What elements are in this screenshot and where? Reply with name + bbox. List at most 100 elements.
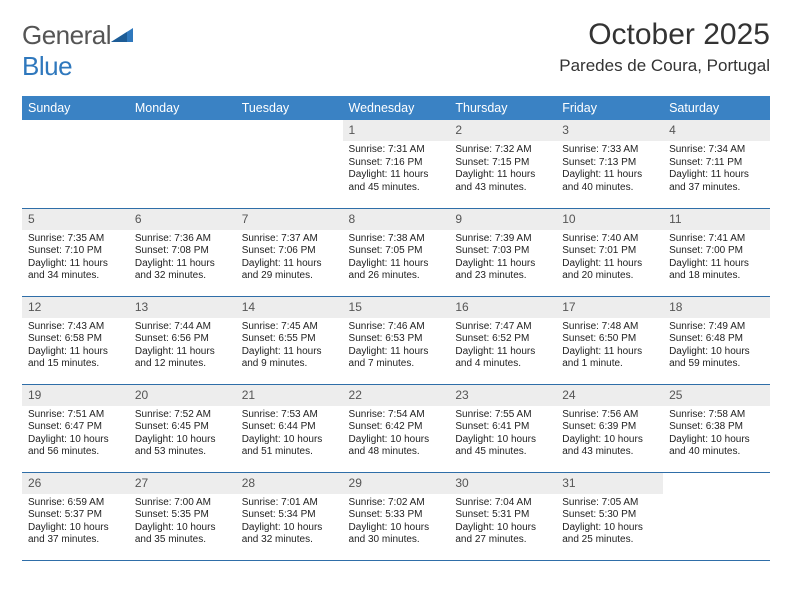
day-details: Sunrise: 7:53 AMSunset: 6:44 PMDaylight:… — [242, 409, 337, 459]
sunrise-text: Sunrise: 7:48 AM — [562, 321, 657, 334]
sunrise-text: Sunrise: 7:47 AM — [455, 321, 550, 334]
daylight-text: Daylight: 10 hours and 53 minutes. — [135, 434, 230, 459]
sunset-text: Sunset: 7:11 PM — [669, 157, 764, 170]
daylight-text: Daylight: 10 hours and 43 minutes. — [562, 434, 657, 459]
daylight-text: Daylight: 11 hours and 7 minutes. — [349, 346, 444, 371]
day-details: Sunrise: 7:41 AMSunset: 7:00 PMDaylight:… — [669, 233, 764, 283]
day-number: 7 — [236, 209, 343, 230]
day-details: Sunrise: 7:56 AMSunset: 6:39 PMDaylight:… — [562, 409, 657, 459]
day-number: 18 — [663, 297, 770, 318]
day-details: Sunrise: 7:36 AMSunset: 7:08 PMDaylight:… — [135, 233, 230, 283]
daylight-text: Daylight: 11 hours and 15 minutes. — [28, 346, 123, 371]
sunrise-text: Sunrise: 7:02 AM — [349, 497, 444, 510]
daylight-text: Daylight: 10 hours and 45 minutes. — [455, 434, 550, 459]
calendar-cell: 31Sunrise: 7:05 AMSunset: 5:30 PMDayligh… — [556, 472, 663, 560]
sunrise-text: Sunrise: 6:59 AM — [28, 497, 123, 510]
day-number: 12 — [22, 297, 129, 318]
day-details: Sunrise: 7:35 AMSunset: 7:10 PMDaylight:… — [28, 233, 123, 283]
calendar-cell: 11 Sunrise: 7:41 AMSunset: 7:00 PMDayligh… — [663, 208, 770, 296]
day-number: 8 — [343, 209, 450, 230]
weekday-header: Saturday — [663, 96, 770, 120]
day-details: Sunrise: 7:02 AMSunset: 5:33 PMDaylight:… — [349, 497, 444, 547]
sunset-text: Sunset: 6:53 PM — [349, 333, 444, 346]
day-number — [129, 120, 236, 126]
sunrise-text: Sunrise: 7:34 AM — [669, 144, 764, 157]
logo-word1: General — [22, 20, 111, 50]
daylight-text: Daylight: 10 hours and 32 minutes. — [242, 522, 337, 547]
calendar-row: 5 Sunrise: 7:35 AMSunset: 7:10 PMDaylight… — [22, 208, 770, 296]
sunrise-text: Sunrise: 7:37 AM — [242, 233, 337, 246]
day-details: Sunrise: 7:04 AMSunset: 5:31 PMDaylight:… — [455, 497, 550, 547]
day-number: 24 — [556, 385, 663, 406]
daylight-text: Daylight: 11 hours and 32 minutes. — [135, 258, 230, 283]
weekday-header: Monday — [129, 96, 236, 120]
calendar-cell: 1Sunrise: 7:31 AMSunset: 7:16 PMDaylight… — [343, 120, 450, 208]
day-number: 3 — [556, 120, 663, 141]
calendar-cell: 2Sunrise: 7:32 AMSunset: 7:15 PMDaylight… — [449, 120, 556, 208]
sunset-text: Sunset: 7:05 PM — [349, 245, 444, 258]
sunrise-text: Sunrise: 7:41 AM — [669, 233, 764, 246]
daylight-text: Daylight: 11 hours and 37 minutes. — [669, 169, 764, 194]
sunrise-text: Sunrise: 7:33 AM — [562, 144, 657, 157]
sunrise-text: Sunrise: 7:51 AM — [28, 409, 123, 422]
day-number: 17 — [556, 297, 663, 318]
calendar-body: 1Sunrise: 7:31 AMSunset: 7:16 PMDaylight… — [22, 120, 770, 560]
daylight-text: Daylight: 10 hours and 25 minutes. — [562, 522, 657, 547]
day-details: Sunrise: 7:34 AMSunset: 7:11 PMDaylight:… — [669, 144, 764, 194]
sunset-text: Sunset: 6:58 PM — [28, 333, 123, 346]
calendar-cell — [22, 120, 129, 208]
daylight-text: Daylight: 11 hours and 18 minutes. — [669, 258, 764, 283]
calendar-cell: 28Sunrise: 7:01 AMSunset: 5:34 PMDayligh… — [236, 472, 343, 560]
day-number: 15 — [343, 297, 450, 318]
day-details: Sunrise: 7:00 AMSunset: 5:35 PMDaylight:… — [135, 497, 230, 547]
daylight-text: Daylight: 11 hours and 26 minutes. — [349, 258, 444, 283]
day-details: Sunrise: 7:45 AMSunset: 6:55 PMDaylight:… — [242, 321, 337, 371]
sunset-text: Sunset: 6:42 PM — [349, 421, 444, 434]
sunset-text: Sunset: 7:13 PM — [562, 157, 657, 170]
sunrise-text: Sunrise: 7:46 AM — [349, 321, 444, 334]
calendar-cell: 23Sunrise: 7:55 AMSunset: 6:41 PMDayligh… — [449, 384, 556, 472]
daylight-text: Daylight: 10 hours and 35 minutes. — [135, 522, 230, 547]
day-details: Sunrise: 7:44 AMSunset: 6:56 PMDaylight:… — [135, 321, 230, 371]
daylight-text: Daylight: 11 hours and 9 minutes. — [242, 346, 337, 371]
calendar-cell: 3Sunrise: 7:33 AMSunset: 7:13 PMDaylight… — [556, 120, 663, 208]
calendar-cell: 5 Sunrise: 7:35 AMSunset: 7:10 PMDaylight… — [22, 208, 129, 296]
calendar-cell: 22Sunrise: 7:54 AMSunset: 6:42 PMDayligh… — [343, 384, 450, 472]
sunrise-text: Sunrise: 7:40 AM — [562, 233, 657, 246]
day-details: Sunrise: 7:46 AMSunset: 6:53 PMDaylight:… — [349, 321, 444, 371]
daylight-text: Daylight: 10 hours and 27 minutes. — [455, 522, 550, 547]
day-number: 25 — [663, 385, 770, 406]
day-number: 11 — [663, 209, 770, 230]
day-details: Sunrise: 6:59 AMSunset: 5:37 PMDaylight:… — [28, 497, 123, 547]
sunset-text: Sunset: 7:01 PM — [562, 245, 657, 258]
calendar-cell: 6Sunrise: 7:36 AMSunset: 7:08 PMDaylight… — [129, 208, 236, 296]
sunrise-text: Sunrise: 7:31 AM — [349, 144, 444, 157]
calendar-row: 19Sunrise: 7:51 AMSunset: 6:47 PMDayligh… — [22, 384, 770, 472]
day-number: 1 — [343, 120, 450, 141]
day-details: Sunrise: 7:40 AMSunset: 7:01 PMDaylight:… — [562, 233, 657, 283]
day-number: 14 — [236, 297, 343, 318]
sunset-text: Sunset: 7:10 PM — [28, 245, 123, 258]
calendar-cell: 9Sunrise: 7:39 AMSunset: 7:03 PMDaylight… — [449, 208, 556, 296]
day-number: 2 — [449, 120, 556, 141]
day-number: 26 — [22, 473, 129, 494]
sunrise-text: Sunrise: 7:54 AM — [349, 409, 444, 422]
day-number — [236, 120, 343, 126]
daylight-text: Daylight: 11 hours and 43 minutes. — [455, 169, 550, 194]
sunset-text: Sunset: 5:37 PM — [28, 509, 123, 522]
calendar-cell: 24 Sunrise: 7:56 AMSunset: 6:39 PMDayligh… — [556, 384, 663, 472]
day-number: 29 — [343, 473, 450, 494]
weekday-header: Sunday — [22, 96, 129, 120]
logo: General Blue — [22, 18, 133, 82]
sunrise-text: Sunrise: 7:49 AM — [669, 321, 764, 334]
calendar-cell: 18Sunrise: 7:49 AMSunset: 6:48 PMDayligh… — [663, 296, 770, 384]
sunset-text: Sunset: 5:30 PM — [562, 509, 657, 522]
sunset-text: Sunset: 5:35 PM — [135, 509, 230, 522]
daylight-text: Daylight: 10 hours and 59 minutes. — [669, 346, 764, 371]
calendar-cell: 26 Sunrise: 6:59 AMSunset: 5:37 PMDayligh… — [22, 472, 129, 560]
daylight-text: Daylight: 11 hours and 4 minutes. — [455, 346, 550, 371]
day-number: 5 — [22, 209, 129, 230]
sunset-text: Sunset: 5:33 PM — [349, 509, 444, 522]
sunset-text: Sunset: 5:31 PM — [455, 509, 550, 522]
weekday-header: Thursday — [449, 96, 556, 120]
